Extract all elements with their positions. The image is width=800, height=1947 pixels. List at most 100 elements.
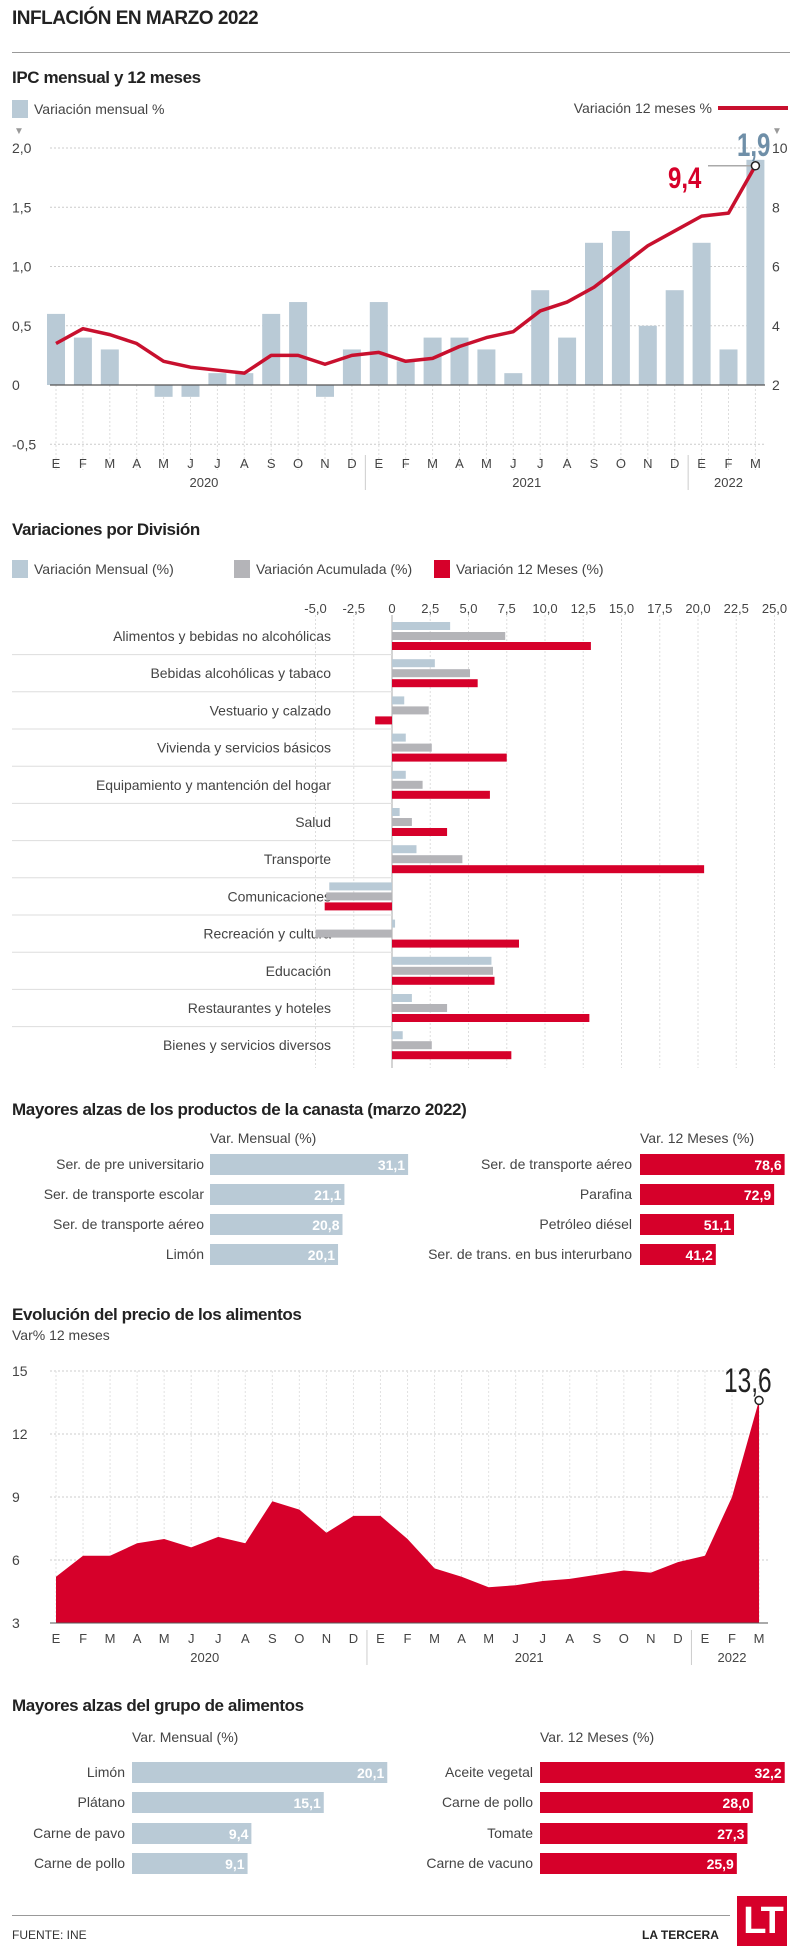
- y-tick-right: 6: [772, 259, 780, 275]
- y-tick-left: 1,0: [12, 259, 32, 275]
- y-tick-left: 0,5: [12, 318, 32, 334]
- x-tick: 5,0: [459, 601, 477, 616]
- product-label: Limón: [87, 1764, 125, 1780]
- product-bar: [640, 1244, 716, 1265]
- month-label: O: [293, 456, 303, 471]
- bar-monthly: [316, 385, 334, 397]
- left-axis-marker: ▼: [14, 126, 24, 137]
- product-bar: [640, 1214, 735, 1235]
- annotation-monthly: 1,9: [737, 127, 770, 163]
- product-value: 21,1: [314, 1187, 341, 1203]
- product-bar: [132, 1762, 388, 1783]
- product-bar: [540, 1823, 748, 1844]
- product-label: Ser. de pre universitario: [56, 1156, 204, 1172]
- month-label: A: [132, 456, 141, 471]
- year-label: 2020: [190, 1650, 219, 1665]
- alimentos-chart-title: Evolución del precio de los alimentos: [12, 1305, 302, 1324]
- month-label: M: [481, 456, 492, 471]
- month-label: F: [728, 1631, 736, 1646]
- division-bar: [392, 622, 451, 630]
- x-tick: 0: [388, 601, 395, 616]
- division-bar: [392, 956, 492, 965]
- last-point-marker: [750, 161, 761, 171]
- y-tick-right: 4: [772, 318, 780, 334]
- x-tick: 10,0: [532, 601, 557, 616]
- division-label: Bienes y servicios diversos: [163, 1037, 331, 1053]
- bar-monthly: [585, 242, 603, 385]
- x-tick: 20,0: [685, 601, 710, 616]
- month-label: E: [374, 456, 383, 471]
- product-bar: [640, 1154, 785, 1175]
- product-bar: [210, 1214, 343, 1235]
- product-value: 51,1: [704, 1217, 731, 1233]
- month-label: N: [646, 1631, 655, 1646]
- division-label: Restaurantes y hoteles: [188, 1000, 331, 1016]
- division-label: Educación: [266, 963, 331, 979]
- month-label: D: [347, 456, 356, 471]
- legend-line-red: [718, 106, 788, 110]
- divider: [12, 52, 790, 53]
- y-tick-right: 8: [772, 199, 780, 215]
- product-bar: [540, 1762, 785, 1783]
- product-label: Ser. de trans. en bus interurbano: [428, 1246, 632, 1262]
- footer-source: FUENTE: INE: [12, 1928, 87, 1942]
- month-label: J: [188, 1631, 195, 1646]
- division-label: Recreación y cultura: [203, 926, 331, 942]
- y-tick: 9: [12, 1489, 20, 1505]
- y-tick: 6: [12, 1552, 20, 1568]
- canasta-header-mensual: Var. Mensual (%): [210, 1130, 317, 1146]
- bar-monthly: [746, 159, 765, 385]
- x-tick: 2,5: [421, 601, 439, 616]
- division-bar: [392, 939, 519, 948]
- division-bar: [392, 1014, 590, 1022]
- bar-monthly: [73, 337, 92, 385]
- y-tick: 15: [12, 1363, 28, 1379]
- product-value: 15,1: [294, 1795, 321, 1811]
- bar-monthly: [665, 290, 684, 385]
- division-chart-title: Variaciones por División: [12, 520, 200, 539]
- product-value: 31,1: [378, 1157, 405, 1173]
- division-bar: [375, 716, 392, 725]
- month-label: A: [240, 456, 249, 471]
- ipc-chart-title: IPC mensual y 12 meses: [12, 68, 201, 87]
- month-label: M: [483, 1631, 494, 1646]
- month-label: J: [215, 1631, 222, 1646]
- month-label: N: [320, 456, 329, 471]
- month-label: F: [404, 1631, 412, 1646]
- product-value: 78,6: [754, 1157, 781, 1173]
- month-label: F: [79, 1631, 87, 1646]
- x-tick: 7,5: [498, 601, 516, 616]
- product-label: Ser. de transporte escolar: [44, 1186, 205, 1202]
- legend-swatch-gray: [234, 560, 250, 578]
- year-label: 2020: [189, 475, 218, 490]
- month-label: F: [402, 456, 410, 471]
- y-tick-left: -0,5: [12, 436, 36, 452]
- month-label: J: [537, 456, 544, 471]
- division-bar: [392, 780, 423, 789]
- month-label: J: [187, 456, 194, 471]
- last-point-marker: [754, 1395, 764, 1406]
- product-value: 41,2: [686, 1247, 713, 1263]
- month-label: F: [79, 456, 87, 471]
- x-tick: -5,0: [304, 601, 326, 616]
- division-bar: [392, 669, 471, 678]
- division-bar: [392, 1041, 432, 1050]
- month-label: F: [725, 456, 733, 471]
- bar-monthly: [262, 313, 281, 385]
- division-label: Salud: [295, 814, 331, 830]
- division-bar: [392, 1031, 403, 1040]
- year-label: 2021: [515, 1650, 544, 1665]
- month-label: S: [592, 1631, 601, 1646]
- legend-12m: Variación 12 meses %: [574, 100, 788, 116]
- x-tick: 22,5: [724, 601, 749, 616]
- product-value: 9,1: [225, 1856, 245, 1872]
- bar-monthly: [289, 302, 308, 385]
- month-label: A: [455, 456, 464, 471]
- year-label: 2022: [718, 1650, 747, 1665]
- division-bar: [392, 828, 448, 836]
- legend-monthly: Variación mensual %: [12, 100, 164, 118]
- division-bar: [392, 696, 405, 705]
- product-bar: [540, 1853, 737, 1874]
- division-bar: [392, 855, 463, 864]
